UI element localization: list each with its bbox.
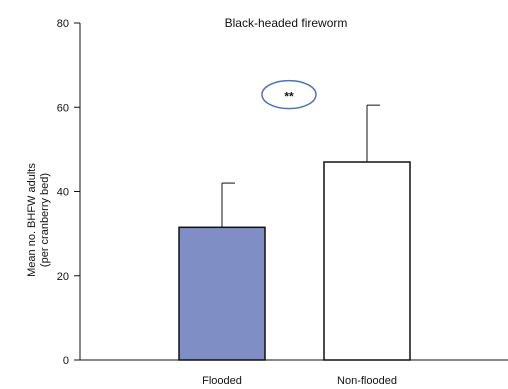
y-axis-sublabel: (per cranberry bed)	[39, 173, 51, 267]
bar-flooded	[178, 226, 266, 361]
significance-ellipse	[261, 79, 317, 110]
y-axis-label: Mean no. BHFW adults	[26, 163, 38, 277]
y-tick-label: 60	[57, 102, 69, 114]
y-tick-label: 20	[57, 271, 69, 283]
y-ticks: 0 20 40 60 80	[57, 18, 80, 367]
y-tick-label: 40	[57, 187, 69, 199]
y-tick-label: 0	[63, 355, 69, 367]
category-label: Flooded	[202, 375, 242, 387]
significance-annotation: **	[261, 79, 317, 110]
category-labels: Flooded Non-flooded	[202, 375, 397, 387]
chart-title: Black-headed fireworm	[225, 16, 348, 30]
significance-marker: **	[284, 90, 294, 104]
bar-non-flooded	[323, 161, 411, 361]
error-bars	[221, 104, 380, 228]
category-label: Non-flooded	[337, 375, 397, 387]
bars	[178, 161, 411, 361]
y-tick-label: 80	[57, 18, 69, 30]
y-axis-label-group: Mean no. BHFW adults (per cranberry bed)	[26, 163, 51, 277]
